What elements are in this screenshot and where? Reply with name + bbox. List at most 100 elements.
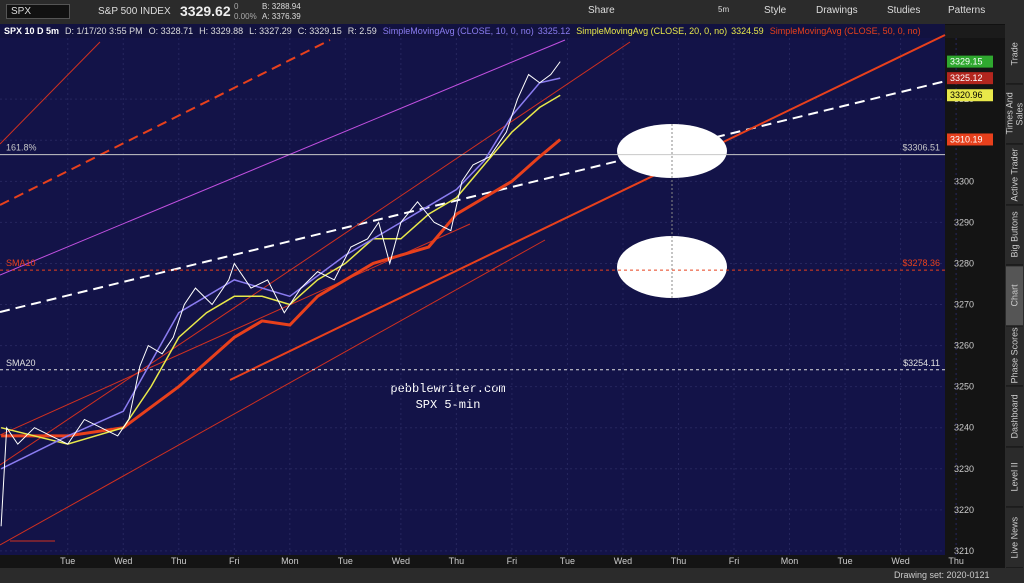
study-legend: SimpleMovingAvg (CLOSE, 50, 0, no) [769, 26, 921, 36]
chart-id: SPX 10 D 5m [4, 26, 60, 36]
study-line [0, 94, 561, 445]
watermark: pebblewriter.com [390, 382, 505, 396]
sidebar-tab[interactable]: Active Trader [1006, 144, 1023, 206]
price-badge-label: 3325.12 [950, 73, 983, 83]
price-badge [947, 133, 993, 146]
price-badge-label: 3310.19 [950, 134, 983, 144]
ohlc-field: O: 3328.71 [148, 26, 194, 36]
y-tick-label: 3230 [954, 464, 974, 474]
price-badge [947, 89, 993, 102]
trendline [0, 39, 566, 276]
time-axis [0, 555, 1005, 568]
index-name: S&P 500 INDEX [98, 6, 171, 17]
study-legend: SimpleMovingAvg (CLOSE, 10, 0, no) [382, 26, 534, 36]
highlight-ellipse [617, 124, 727, 178]
change-pct: 0.00% [234, 12, 257, 21]
ohlc-field: H: 3329.88 [199, 26, 244, 36]
price-line [0, 61, 561, 527]
study-value: 3325.12 [537, 26, 571, 36]
symbol[interactable]: SPX [6, 4, 70, 19]
study-value: 3324.59 [731, 26, 764, 36]
x-tick-label: Wed [392, 556, 410, 566]
study-line [0, 77, 561, 470]
y-tick-label: 3250 [954, 382, 974, 392]
highlight-ellipse [617, 236, 727, 298]
change: 0 [234, 2, 239, 11]
level-label: SMA20 [6, 358, 36, 368]
level-label: SMA10 [6, 258, 36, 268]
x-tick-label: Tue [338, 556, 353, 566]
toolbar-button[interactable]: Drawings [816, 5, 858, 16]
x-tick-label: Mon [781, 556, 799, 566]
y-tick-label: 3280 [954, 258, 974, 268]
level-value: $3278.36 [902, 258, 940, 268]
x-tick-label: Wed [891, 556, 909, 566]
level-value: $3254.11 [903, 358, 940, 368]
toolbar-button[interactable]: Style [764, 5, 787, 16]
x-tick-label: Fri [229, 556, 240, 566]
ohlc-field: C: 3329.15 [297, 26, 342, 36]
ohlc-field: L: 3327.29 [249, 26, 292, 36]
ohlc-field: D: 1/17/20 3:55 PM [65, 26, 143, 36]
y-tick-label: 3290 [954, 217, 974, 227]
x-tick-label: Wed [614, 556, 632, 566]
info-bar: SPX 10 D 5m D: 1/17/20 3:55 PM O: 3328.71 H… [0, 24, 945, 38]
sidebar-tab[interactable]: Dashboard [1006, 386, 1023, 448]
price-axis [945, 38, 1005, 555]
ohlc-field: R: 2.59 [347, 26, 377, 36]
toolbar: SPX S&P 500 INDEX 3329.62 0 0.00% B: 328… [0, 0, 1024, 25]
price-badge-label: 3329.15 [950, 57, 983, 67]
toolbar-button[interactable]: Share [588, 5, 615, 16]
y-tick-label: 3220 [954, 505, 974, 515]
x-tick-label: Thu [948, 556, 964, 566]
y-tick-label: 3210 [954, 546, 974, 556]
trendline [0, 41, 101, 145]
sidebar-tab[interactable]: Live News [1006, 507, 1023, 568]
sidebar-tab[interactable]: Trade [1006, 24, 1023, 85]
x-tick-label: Tue [60, 556, 75, 566]
y-tick-label: 3260 [954, 341, 974, 351]
plot-area [0, 38, 945, 555]
sidebar: Trade Times And Sales Active Trader Big But… [1005, 24, 1024, 568]
trendline [0, 239, 546, 546]
sidebar-tab[interactable]: Level II [1006, 447, 1023, 508]
trendline [0, 79, 951, 313]
x-tick-label: Thu [671, 556, 687, 566]
y-tick-label: 3270 [954, 300, 974, 310]
sidebar-tab[interactable]: Phase Scores [1006, 326, 1023, 387]
sidebar-tab[interactable]: Chart [1006, 265, 1023, 327]
toolbar-button[interactable]: Patterns [948, 5, 986, 16]
trendline [229, 34, 946, 381]
x-tick-label: Fri [729, 556, 740, 566]
price-badge [947, 72, 993, 85]
trendline [0, 41, 631, 466]
price-badge-label: 3320.96 [950, 90, 983, 100]
drawing-set[interactable]: Drawing set: 2020-0121 [894, 570, 990, 580]
x-tick-label: Thu [171, 556, 187, 566]
x-tick-label: Tue [560, 556, 575, 566]
last-price: 3329.62 [180, 3, 231, 19]
chart: pebblewriter.com SPX 5-min 3210 3220 3230 3… [0, 34, 1005, 568]
level-value: $3306.51 [902, 143, 940, 153]
footer: Drawing set: 2020-0121 [0, 568, 1024, 583]
sidebar-tab[interactable]: Big Buttons [1006, 205, 1023, 266]
y-tick-label: 3240 [954, 423, 974, 433]
ask: A: 3376.39 [262, 12, 301, 21]
study-line [1, 138, 562, 438]
x-tick-label: Mon [281, 556, 299, 566]
sidebar-tab[interactable]: Times And Sales [1005, 84, 1024, 145]
y-tick-label: 3300 [954, 176, 974, 186]
watermark: SPX 5-min [416, 398, 481, 412]
x-tick-label: Thu [449, 556, 465, 566]
price-badge [947, 55, 993, 68]
toolbar-button[interactable]: Studies [887, 5, 921, 16]
x-tick-label: Tue [837, 556, 852, 566]
bid: B: 3288.94 [262, 2, 301, 11]
x-tick-label: Fri [507, 556, 518, 566]
drawings [0, 34, 951, 546]
trendline [0, 39, 331, 206]
study-legend: SimpleMovingAvg (CLOSE, 20, 0, no) [576, 26, 728, 36]
level-label: 161.8% [6, 143, 37, 153]
toolbar-button[interactable]: 5m [718, 5, 730, 14]
